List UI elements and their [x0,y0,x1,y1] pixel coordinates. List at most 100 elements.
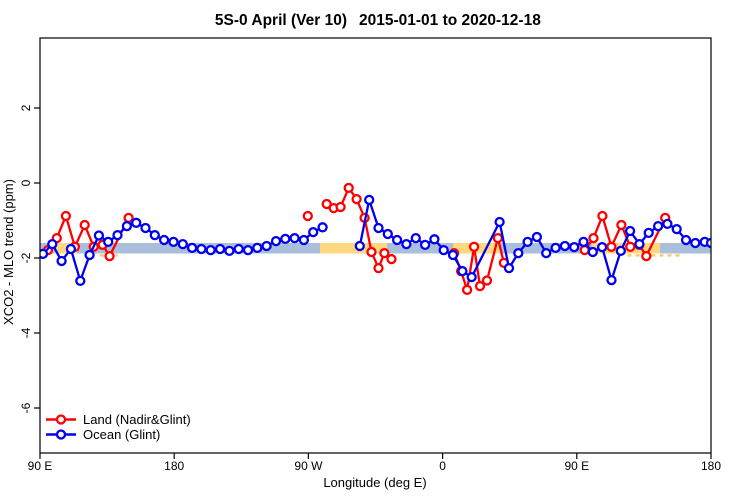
land-series-point [335,201,346,213]
ocean-series-point [447,249,459,261]
ocean-series-point [680,234,692,246]
x-tick-label: 180 [701,459,721,473]
ocean-series-point [103,236,114,248]
ocean-series-point [75,275,86,287]
ocean-series-point [233,243,244,255]
ocean-series-point [587,246,598,258]
ocean-series-point [131,217,142,228]
ocean-series-point [298,234,310,246]
ocean-series-point [168,236,179,248]
land-series-point [641,250,652,262]
legend-land-marker-icon [55,414,67,425]
x-tick-label: 90 E [564,459,589,473]
land-series-point [379,247,390,259]
ocean-series-point [65,243,77,255]
y-axis-title: XCO2 - MLO trend (ppm) [1,179,16,325]
ocean-series-point [317,222,328,233]
ocean-series-point [690,237,701,249]
ocean-series-point [541,247,552,259]
legend-ocean-label: Ocean (Glint) [83,427,160,442]
ocean-series-point [401,238,412,250]
land-series-point [343,182,354,194]
reference-band-orange [320,243,387,254]
land-series-point [606,241,617,252]
ocean-series-point [205,244,216,256]
ocean-series-point [531,231,543,243]
land-series-point [302,210,313,222]
chart-title-right: 2015-01-01 to 2020-12-18 [359,12,541,29]
ocean-series-point [158,234,170,246]
ocean-series-point [578,236,589,248]
ocean-series-point [513,247,524,259]
ocean-series-point [354,240,365,252]
x-tick-label: 90 E [28,459,53,473]
ocean-series-point [289,232,300,244]
legend-land-label: Land (Nadir&Glint) [83,412,191,427]
ocean-series-point [56,255,67,267]
x-tick-label: 90 W [294,459,323,473]
legend-ocean-marker-icon [55,429,67,440]
data-series-layer [40,182,711,296]
y-tick-label: -4 [19,327,33,338]
y-tick-label: -6 [19,402,33,413]
land-series-point [351,193,362,205]
ocean-series-point [596,241,608,253]
land-series-point [492,232,504,244]
land-series-point [474,280,486,292]
ocean-series-point [270,235,282,247]
land-series-point [104,250,115,262]
legend-item-land: Land (Nadir&Glint) [46,412,191,427]
ocean-series-point [671,223,682,235]
ocean-series-point [705,237,711,249]
land-series-point [386,253,397,265]
x-tick-label: 180 [164,459,184,473]
land-series-point [481,275,493,286]
ocean-series-point [242,244,254,256]
ocean-series-point [615,245,626,257]
ocean-series-point [494,216,505,228]
axes-layer: 90 E 180 90 W 0 90 E 180 2 0 -2 -4 -6 [19,104,721,473]
ocean-series-point [214,243,226,255]
ocean-series-point [40,248,49,260]
chart-title-left: 5S-0 April (Ver 10) [215,12,347,29]
ocean-series-point [438,244,449,256]
x-tick-label: 0 [439,459,446,473]
land-series-point [468,241,480,252]
ocean-series-point [252,242,263,254]
ocean-series-point [364,194,375,206]
ocean-series-point [121,220,133,232]
ocean-series-point [550,242,561,254]
ocean-series-point [112,229,123,241]
ocean-series-point [634,238,645,250]
ocean-series-point [466,271,477,283]
land-series-point [597,210,608,222]
legend-item-ocean: Ocean (Glint) [46,427,160,442]
ocean-series-point [186,242,198,254]
ocean-series [40,194,711,287]
ocean-series-point [391,234,403,246]
y-tick-label: 0 [19,179,33,186]
ocean-series-point [140,222,151,234]
legend: Land (Nadir&Glint) Ocean (Glint) [46,412,191,442]
ocean-series-point [643,227,654,239]
y-tick-label: 2 [19,104,33,111]
ocean-series-point [382,228,393,240]
ocean-series-point [429,234,440,245]
land-series-point [366,246,377,258]
ocean-series-point [569,241,580,253]
ocean-series-point [457,265,468,277]
x-axis-title: Longitude (deg E) [323,475,426,490]
ocean-series-point [624,225,636,237]
ocean-series-point [280,233,291,245]
y-tick-label: -2 [19,252,33,263]
ocean-series-point [662,218,673,230]
ocean-series-point [177,238,188,250]
land-series-point [79,219,90,231]
ocean-series-point [410,232,421,244]
ocean-series-point [419,239,431,251]
land-series-point [60,210,72,222]
ocean-series-point [47,238,58,250]
land-series-point [588,232,599,244]
